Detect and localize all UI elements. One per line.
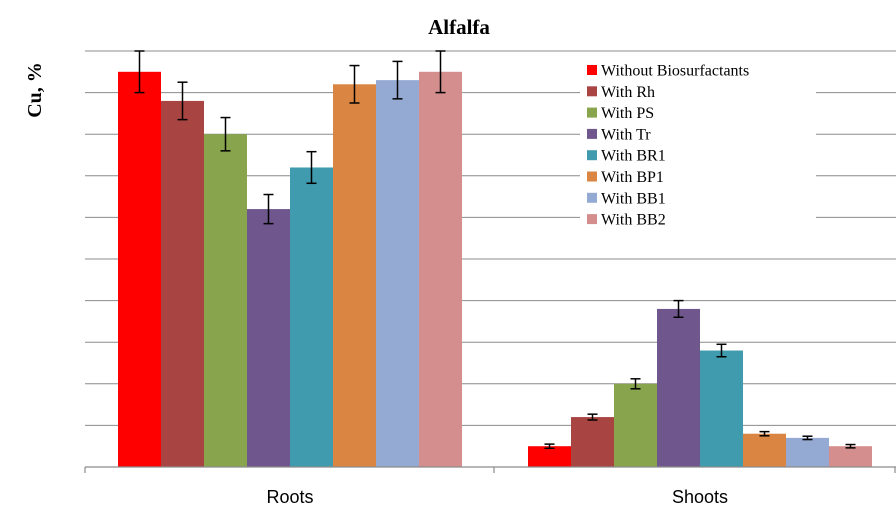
- legend-label: Without Biosurfactants: [601, 63, 749, 80]
- bar: [247, 209, 290, 467]
- bar: [571, 417, 614, 467]
- legend-background: [580, 58, 816, 228]
- bar: [161, 100, 204, 468]
- bars-group: [118, 71, 872, 468]
- bar: [700, 350, 743, 467]
- category-label: Shoots: [672, 487, 728, 506]
- legend-label: With BR1: [601, 148, 666, 165]
- x-axis: [84, 466, 896, 473]
- bar: [657, 308, 700, 467]
- legend-swatch: [587, 214, 597, 225]
- category-label: Roots: [266, 487, 313, 506]
- chart-title: Alfalfa: [428, 15, 490, 39]
- y-axis-label: Cu, %: [24, 62, 46, 118]
- legend: Without Biosurfactants With Rh With PS With…: [580, 58, 816, 229]
- error-bars-group: [134, 50, 856, 450]
- legend-swatch: [587, 86, 597, 97]
- legend-swatch: [587, 171, 597, 182]
- bar: [528, 446, 571, 467]
- bar: [743, 433, 786, 467]
- bar: [419, 71, 462, 468]
- legend-label: With BP1: [601, 169, 664, 186]
- bar: [614, 383, 657, 467]
- bar: [204, 134, 247, 467]
- legend-label: With Rh: [601, 84, 655, 101]
- legend-swatch: [587, 150, 597, 161]
- bar: [118, 71, 161, 468]
- bar: [786, 437, 829, 467]
- category-labels: Roots Shoots: [266, 487, 728, 506]
- legend-swatch: [587, 107, 597, 118]
- legend-label: With BB2: [601, 212, 666, 229]
- legend-label: With Tr: [601, 126, 651, 143]
- bar: [290, 167, 333, 468]
- bar: [333, 84, 376, 467]
- bar: [376, 80, 419, 468]
- legend-swatch: [587, 128, 597, 139]
- legend-swatch: [587, 65, 597, 75]
- legend-label: With PS: [601, 105, 654, 122]
- bar: [829, 446, 872, 467]
- legend-swatch: [587, 192, 597, 203]
- legend-label: With BB1: [601, 190, 666, 207]
